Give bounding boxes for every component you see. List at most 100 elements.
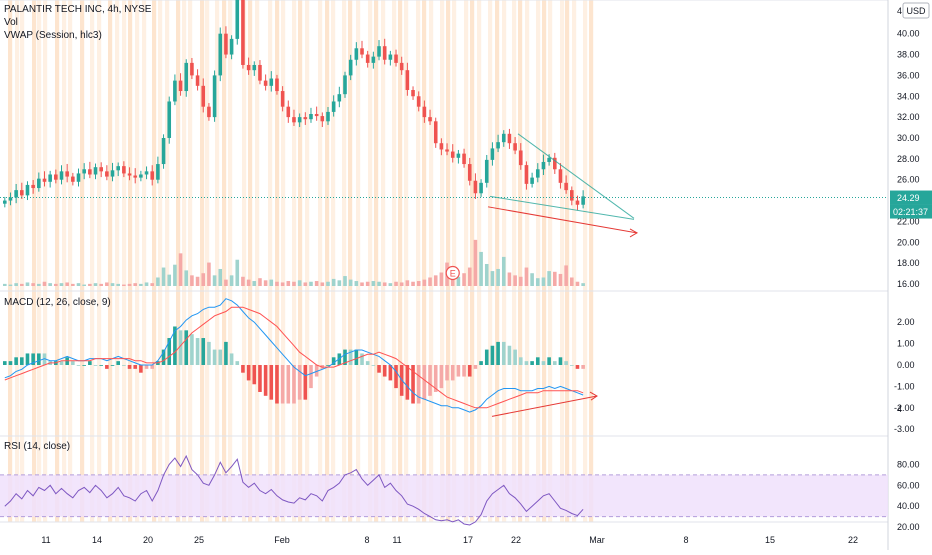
volume-bar	[490, 271, 495, 286]
volume-bar	[552, 271, 557, 286]
volume-bar	[348, 279, 353, 286]
candle-body	[524, 165, 529, 184]
macd-histogram-bar	[280, 365, 285, 404]
grid-lines	[0, 0, 889, 550]
volume-bar	[127, 283, 132, 286]
session-stripe	[542, 0, 547, 522]
session-stripe	[80, 0, 85, 522]
earnings-marker	[445, 265, 460, 281]
macd-histogram-bar	[456, 365, 461, 377]
time-tick-label: 8	[364, 535, 369, 545]
volume-bar	[31, 283, 35, 286]
currency-label: USD	[906, 6, 926, 16]
session-stripe	[398, 0, 403, 522]
macd-histogram-bar	[184, 330, 189, 365]
volume-bar	[564, 265, 568, 286]
session-stripe	[108, 0, 113, 522]
volume-bar	[133, 283, 138, 286]
time-tick-label: 25	[194, 535, 204, 545]
candle-body	[501, 133, 506, 143]
volume-bar	[3, 283, 7, 286]
candle-body	[116, 166, 120, 171]
session-stripe	[518, 0, 523, 522]
volume-bar	[570, 277, 574, 286]
price-tick-label: 18.00	[897, 258, 920, 268]
session-stripe	[305, 0, 310, 522]
session-stripe	[62, 0, 67, 522]
macd-title[interactable]: MACD (12, 26, close, 9)	[4, 297, 111, 308]
volume-bar	[48, 283, 52, 286]
macd-histogram-bar	[8, 361, 13, 365]
session-stripe	[572, 0, 577, 522]
macd-histogram-bar	[133, 365, 138, 369]
macd-histogram-bar	[167, 338, 172, 365]
volume-bar	[258, 278, 262, 286]
volume-bar	[280, 282, 285, 286]
candle-body	[558, 169, 563, 183]
macd-histogram-bar	[535, 357, 540, 365]
volume-bar	[99, 283, 103, 286]
volume-bar	[354, 281, 359, 286]
volume-bar	[8, 284, 13, 286]
session-stripe	[122, 0, 127, 522]
macd-histogram-bar	[297, 365, 302, 400]
candle-body	[297, 117, 302, 123]
macd-histogram-bar	[144, 365, 149, 369]
volume-bar	[326, 281, 330, 286]
macd-histogram-bar	[552, 361, 557, 365]
candle-body	[365, 54, 370, 63]
price-tick-label: 34.00	[897, 91, 920, 101]
session-stripe	[416, 0, 421, 522]
macd-histogram-bar	[246, 365, 251, 381]
volume-bar	[558, 273, 563, 286]
macd-histogram-bar	[263, 365, 268, 396]
macd-histogram-bar	[473, 365, 478, 369]
candle-body	[280, 91, 285, 107]
volume-bar	[501, 256, 506, 286]
macd-histogram-bar	[365, 361, 370, 365]
wedge-upper-line	[517, 133, 635, 219]
volume-bar	[71, 283, 75, 286]
rsi-tick-label: 20.00	[897, 522, 920, 532]
macd-histogram-bar	[439, 365, 444, 389]
vwap-legend[interactable]: VWAP (Session, hlc3)	[4, 30, 102, 41]
trend-lines	[487, 133, 639, 417]
price-tick-label: 16.00	[897, 279, 920, 289]
price-divergence-line	[487, 206, 638, 234]
macd-histogram-bar	[541, 361, 546, 365]
volume-legend[interactable]: Vol	[4, 17, 18, 28]
candle-body	[82, 169, 86, 174]
macd-histogram-bar	[150, 365, 155, 369]
session-stripe	[548, 0, 553, 522]
session-stripe	[142, 0, 147, 522]
rsi-tick-label: 80.00	[897, 459, 920, 469]
session-stripe	[43, 0, 48, 522]
candles	[3, 0, 585, 211]
volume-bar	[156, 277, 160, 286]
candle-body	[229, 38, 234, 55]
candle-body	[428, 117, 432, 122]
volume-bar	[360, 282, 364, 286]
macd-histogram-bar	[484, 349, 489, 365]
session-stripe	[560, 0, 565, 522]
macd-histogram-bar	[20, 357, 24, 365]
candle-body	[377, 46, 381, 57]
rsi-title[interactable]: RSI (14, close)	[4, 441, 71, 452]
time-tick-label: Feb	[274, 535, 290, 545]
time-tick-label: 11	[41, 535, 50, 545]
symbol-title[interactable]: PALANTIR TECH INC, 4h, NYSE	[4, 4, 152, 15]
volume-bars: E	[3, 239, 585, 286]
volume-bar	[320, 282, 325, 286]
macd-tick-label: -2.00	[894, 403, 915, 413]
candle-body	[156, 164, 160, 180]
candle-body	[105, 171, 109, 177]
volume-bar	[105, 282, 109, 286]
volume-bar	[388, 283, 393, 286]
last-price-badge	[890, 190, 932, 205]
macd-pane	[3, 298, 585, 413]
volume-bar	[513, 275, 517, 286]
macd-histogram-bar	[195, 338, 200, 365]
volume-bar	[535, 278, 540, 286]
